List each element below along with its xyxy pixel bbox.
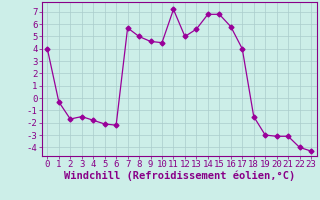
X-axis label: Windchill (Refroidissement éolien,°C): Windchill (Refroidissement éolien,°C) <box>64 171 295 181</box>
